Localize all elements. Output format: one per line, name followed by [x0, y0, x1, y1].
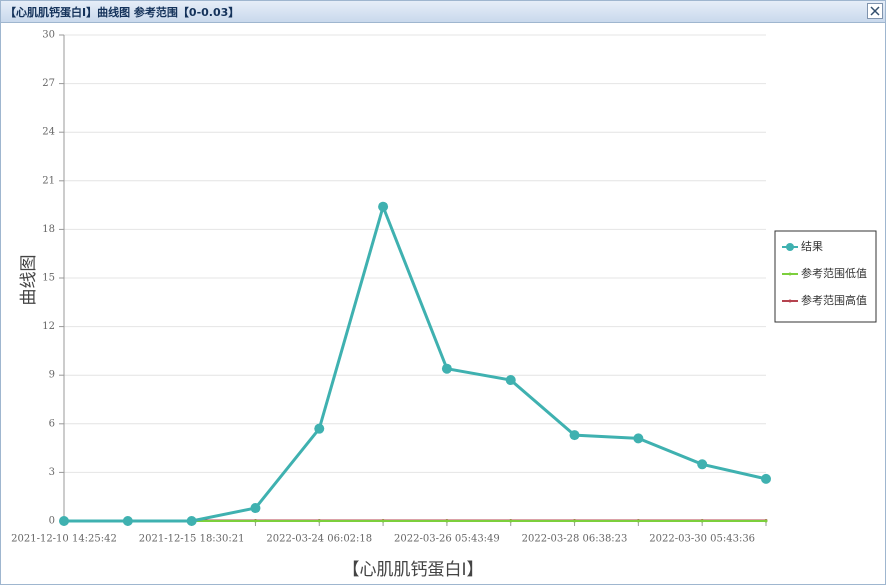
x-tick-label: 2022-03-26 05:43:49	[394, 534, 500, 545]
legend-label: 结果	[801, 240, 823, 253]
x-axis-label: 【心肌肌钙蛋白I】	[342, 560, 483, 580]
data-point	[59, 516, 69, 526]
data-point	[314, 423, 325, 434]
data-point	[761, 473, 771, 484]
y-tick-label: 24	[42, 127, 55, 138]
y-tick-label: 9	[49, 370, 55, 381]
title-bar: 【心肌肌钙蛋白I】曲线图 参考范围【0-0.03】	[1, 1, 885, 23]
legend-label: 参考范围低值	[801, 266, 867, 280]
data-point	[122, 516, 133, 526]
data-point	[509, 519, 513, 523]
legend-marker	[786, 243, 794, 251]
y-tick-label: 21	[42, 175, 55, 186]
data-point	[381, 519, 385, 523]
data-point	[697, 459, 708, 470]
close-button[interactable]	[867, 3, 883, 19]
window-title: 【心肌肌钙蛋白I】曲线图 参考范围【0-0.03】	[5, 6, 240, 19]
legend-marker	[788, 299, 792, 303]
data-point	[764, 519, 768, 523]
data-point	[317, 519, 321, 523]
data-point	[505, 375, 516, 386]
data-point	[700, 519, 704, 523]
y-tick-label: 12	[42, 321, 55, 332]
chart: 曲线图 【心肌肌钙蛋白I】 0 3 6 9 12 15 18 21 24 27 30 2021-12-…	[11, 30, 877, 580]
y-tick-label: 30	[42, 30, 55, 41]
legend-marker	[788, 272, 792, 276]
data-point	[633, 433, 644, 444]
data-point	[378, 201, 389, 212]
y-tick-label: 15	[42, 273, 55, 284]
data-point	[636, 519, 640, 523]
data-point	[569, 430, 580, 441]
data-point	[441, 363, 452, 374]
data-point	[253, 519, 257, 523]
legend-label: 参考范围高值	[801, 293, 867, 307]
data-point	[250, 503, 261, 514]
y-tick-label: 0	[49, 516, 55, 527]
series-line	[64, 202, 767, 523]
y-tick-label: 27	[42, 78, 55, 89]
y-axis-label: 曲线图	[19, 255, 39, 306]
y-tick-label: 3	[49, 467, 55, 478]
data-point	[573, 519, 577, 523]
x-tick-label: 2021-12-10 14:25:42	[11, 534, 117, 545]
x-tick-label: 2022-03-24 06:02:18	[266, 534, 372, 545]
data-point	[445, 519, 449, 523]
x-tick-label: 2022-03-28 06:38:23	[522, 534, 628, 545]
y-tick-label: 18	[42, 224, 55, 235]
x-tick-label: 2021-12-15 18:30:21	[139, 534, 245, 545]
data-point	[186, 516, 197, 526]
x-tick-label: 2022-03-30 05:43:36	[649, 534, 755, 545]
y-tick-label: 6	[49, 418, 55, 429]
